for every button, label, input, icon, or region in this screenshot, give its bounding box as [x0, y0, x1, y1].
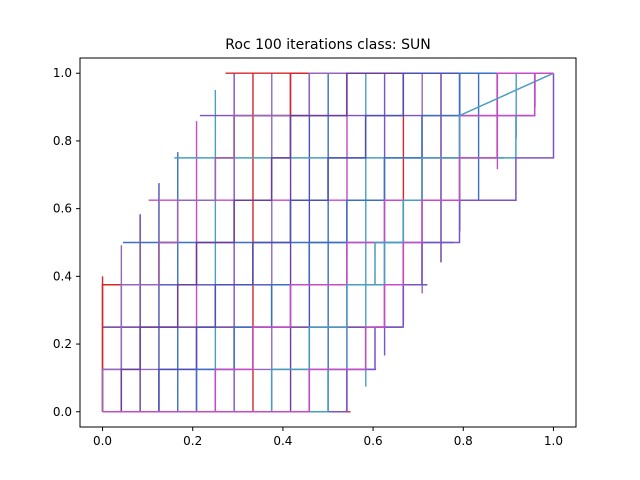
y-axis-ticks: 0.0 0.2 0.4 0.6 0.8 1.0: [53, 66, 80, 419]
series-layer: [101, 72, 555, 413]
y-tick-label: 0.4: [53, 269, 72, 283]
roc-series-4: [102, 72, 554, 413]
y-tick-label: 0.0: [53, 405, 72, 419]
y-tick-label: 0.2: [53, 337, 72, 351]
plot-frame: [79, 57, 577, 428]
y-tick-label: 1.0: [53, 66, 72, 80]
roc-series-2: [101, 72, 554, 412]
roc-series-3: [102, 72, 554, 413]
roc-series-10: [102, 72, 554, 413]
x-tick-label: 0.6: [364, 434, 383, 448]
roc-series-6: [102, 72, 554, 413]
x-tick-label: 0.4: [273, 434, 292, 448]
y-tick-label: 0.8: [53, 134, 72, 148]
chart-title: Roc 100 iterations class: SUN: [225, 37, 430, 53]
x-axis-ticks: 0.0 0.2 0.4 0.6 0.8 1.0: [93, 427, 563, 448]
x-tick-label: 0.8: [454, 434, 473, 448]
x-tick-label: 0.2: [183, 434, 202, 448]
x-tick-label: 1.0: [544, 434, 563, 448]
y-tick-label: 0.6: [53, 202, 72, 216]
x-tick-label: 0.0: [93, 434, 112, 448]
